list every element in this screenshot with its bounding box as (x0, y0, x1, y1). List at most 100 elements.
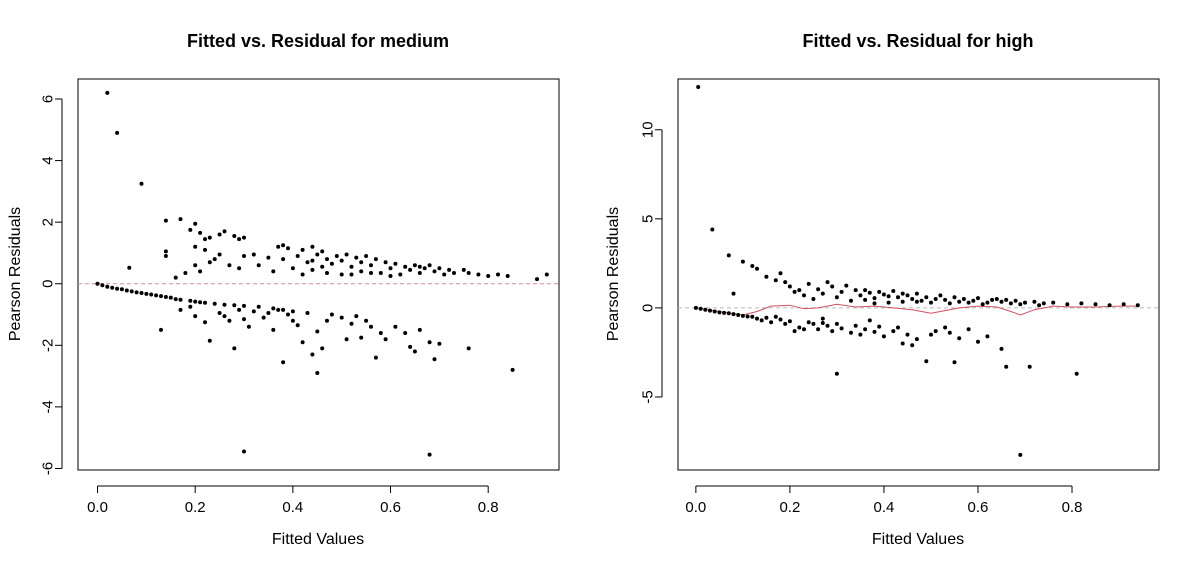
data-point (731, 291, 736, 296)
data-point (127, 265, 132, 270)
data-point (163, 218, 168, 223)
x-axis-label: Fitted Values (872, 531, 964, 548)
data-point (966, 327, 971, 332)
data-point (1018, 302, 1023, 307)
data-point (320, 249, 325, 254)
data-point (212, 257, 217, 262)
data-point (310, 267, 315, 272)
data-point (863, 288, 868, 293)
data-point (924, 359, 929, 364)
data-point (834, 321, 839, 326)
data-point (193, 244, 198, 249)
data-point (105, 90, 110, 95)
data-point (693, 305, 698, 310)
data-point (276, 244, 281, 249)
data-point (237, 237, 242, 242)
data-point (359, 269, 364, 274)
data-point (750, 264, 755, 268)
data-point (783, 280, 788, 285)
data-point (203, 237, 207, 242)
data-point (207, 338, 212, 343)
data-point (163, 254, 168, 258)
data-point (159, 327, 163, 332)
data-point (281, 360, 286, 365)
data-point (830, 284, 835, 289)
data-point (398, 272, 403, 277)
data-point (115, 286, 120, 291)
data-point (985, 300, 990, 305)
data-point (710, 227, 715, 232)
data-point (134, 290, 139, 295)
data-point (696, 85, 701, 89)
data-point (393, 261, 398, 266)
data-point (947, 301, 952, 306)
data-point (957, 336, 962, 341)
data-point (834, 371, 839, 376)
data-point (139, 181, 144, 186)
data-point (544, 272, 549, 277)
data-point (976, 296, 980, 301)
data-point (417, 264, 422, 269)
data-point (717, 310, 722, 315)
data-point (698, 306, 703, 311)
data-point (877, 289, 882, 294)
data-point (755, 316, 759, 321)
y-tick-label: 0 (40, 280, 57, 288)
y-tick-label: 4 (40, 156, 57, 164)
data-point (281, 243, 286, 248)
y-tick-label: -6 (40, 462, 57, 475)
data-point (755, 266, 759, 271)
data-point (193, 314, 198, 319)
data-point (839, 326, 844, 331)
data-point (325, 318, 329, 323)
data-point (139, 291, 144, 295)
data-point (237, 266, 242, 271)
data-point (952, 295, 957, 300)
data-point (802, 293, 806, 298)
data-point (891, 289, 896, 293)
data-point (290, 318, 295, 323)
data-point (919, 298, 924, 303)
data-point (163, 249, 168, 254)
x-tick-label: 0.4 (874, 499, 895, 516)
data-point (408, 344, 413, 349)
data-point (339, 272, 344, 277)
data-point (886, 294, 891, 299)
data-point (1074, 371, 1079, 376)
data-point (378, 271, 383, 275)
data-point (736, 313, 741, 317)
data-point (1041, 301, 1046, 306)
data-point (929, 332, 933, 337)
data-point (1004, 297, 1009, 302)
x-tick-label: 0.2 (779, 499, 800, 516)
data-point (938, 293, 943, 298)
chart-title: Fitted vs. Residual for high (802, 31, 1033, 51)
data-point (178, 217, 183, 222)
data-point (712, 309, 717, 314)
data-point (486, 274, 491, 278)
data-point (797, 325, 802, 330)
data-point (966, 300, 971, 305)
x-axis: 0.0 0.2 0.4 0.6 0.8 (685, 485, 1082, 516)
data-point (95, 281, 100, 286)
x-tick-label: 0.2 (185, 499, 206, 516)
data-point (383, 337, 388, 342)
panel-high: Fitted vs. Residual for high 0.0 0.2 0.4 0.… (605, 31, 1160, 548)
y-axis: -6 -4 -2 0 2 4 6 (40, 95, 63, 475)
data-point (778, 317, 783, 322)
data-point (188, 298, 193, 303)
data-point (442, 272, 447, 277)
y-axis-label: Pearson Residuals (605, 207, 622, 341)
data-point (290, 309, 295, 314)
data-point (232, 303, 237, 308)
data-point (806, 281, 811, 286)
data-point (315, 371, 320, 375)
data-point (227, 318, 232, 323)
data-point (858, 332, 863, 337)
plot-area (678, 85, 1159, 457)
data-point (242, 303, 246, 308)
data-point (217, 311, 222, 315)
data-point (105, 284, 110, 289)
data-point (505, 274, 510, 278)
